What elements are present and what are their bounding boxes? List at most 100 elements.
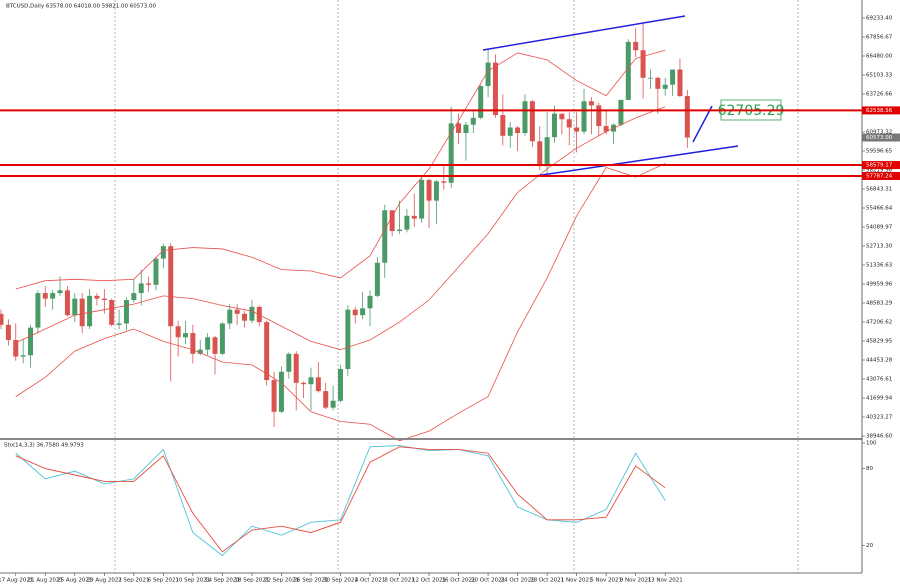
candle-body — [367, 295, 373, 309]
candle-body — [633, 41, 639, 51]
candle-body — [87, 295, 93, 327]
x-tick-label: 20 Oct 2021 — [471, 578, 505, 584]
candle-body — [456, 123, 462, 134]
trend-line — [534, 145, 739, 177]
x-tick-label: 2 Sep 2021 — [118, 578, 149, 584]
candle-body — [168, 246, 174, 327]
x-tick-label: 8 Oct 2021 — [384, 578, 415, 584]
y-tick-label: 100 — [866, 441, 877, 447]
candle-body — [249, 306, 255, 321]
x-tick-label: 26 Sep 2021 — [294, 578, 329, 584]
separators — [114, 0, 799, 573]
level-tag — [862, 161, 900, 170]
last-price-tag — [862, 133, 900, 142]
candle-body — [146, 283, 152, 285]
candle-body — [286, 353, 292, 372]
candle-body — [175, 326, 181, 338]
candle-body — [529, 101, 535, 142]
y-tick-label: 56843.31 — [866, 187, 892, 193]
indicator-title: Sto(14,3,3) 36.7580 49.9793 — [4, 443, 84, 449]
candle-body — [264, 322, 270, 381]
candle-body — [360, 308, 366, 316]
candle-body — [677, 69, 683, 97]
y-tick-label: 69233.40 — [866, 16, 893, 22]
candle-body — [131, 293, 137, 301]
y-tick-label: 63726.66 — [866, 92, 893, 98]
x-tick-label: 16 Oct 2021 — [442, 578, 476, 584]
bollinger-middle — [15, 106, 666, 351]
candle-body — [94, 295, 100, 299]
candle-body — [596, 105, 602, 127]
y-tick-label: 44453.28 — [866, 358, 893, 364]
candle-body — [13, 340, 19, 357]
y-tick-label: 67856.67 — [866, 35, 893, 41]
y-tick-label: 80 — [866, 466, 873, 472]
level-tag-label: 62538.56 — [866, 108, 893, 114]
candle-body — [574, 127, 580, 132]
candle-body — [0, 313, 4, 325]
candle-body — [618, 99, 624, 125]
trend-line — [482, 15, 686, 51]
candle-body — [301, 382, 307, 385]
y-tick-label: 41699.94 — [866, 396, 893, 402]
y-tick-label: 51336.63 — [866, 263, 893, 269]
candle-body — [485, 62, 491, 87]
candle-body — [670, 69, 676, 85]
x-tick-label: 21 Aug 2021 — [28, 578, 63, 584]
stochastic-line — [15, 446, 666, 553]
candle-body — [382, 210, 388, 263]
x-tick-label: 9 Nov 2021 — [620, 578, 652, 584]
candle-body — [109, 300, 115, 325]
candle-body — [242, 313, 248, 321]
y-tick-label: 52713.30 — [866, 244, 893, 250]
x-tick-label: 18 Sep 2021 — [234, 578, 269, 584]
candle-body — [411, 215, 417, 219]
last-price-tag-label: 60573.00 — [866, 135, 893, 141]
candle-body — [433, 181, 439, 201]
plot — [0, 22, 690, 557]
x-tick-label: 5 Nov 2021 — [590, 578, 622, 584]
candle-body — [397, 229, 403, 232]
candle-body — [153, 258, 159, 285]
candle-body — [64, 290, 70, 316]
candle-body — [515, 127, 521, 134]
candle-body — [308, 377, 314, 385]
candle-body — [684, 96, 690, 138]
x-tick-label: 22 Sep 2021 — [264, 578, 299, 584]
level-tag — [862, 106, 900, 115]
candle-body — [441, 181, 447, 183]
candle-body — [323, 391, 329, 408]
x-tick-label: 10 Sep 2021 — [175, 578, 210, 584]
candle-body — [662, 84, 668, 89]
y-tick-label: 65103.33 — [866, 73, 893, 79]
y-tick-label: 20 — [866, 543, 873, 549]
candle-body — [190, 333, 196, 354]
candle-body — [72, 298, 78, 316]
x-tick-label: 28 Oct 2021 — [530, 578, 564, 584]
y-tick-label: 60973.32 — [866, 130, 892, 136]
candle-body — [389, 210, 395, 232]
y-tick-label: 38946.60 — [866, 434, 893, 440]
y-tick-label: 40323.27 — [866, 415, 893, 421]
candle-body — [20, 355, 26, 357]
y-tick-label: 55466.64 — [866, 206, 893, 212]
candle-body — [330, 400, 336, 408]
candle-body — [315, 377, 321, 392]
x-tick-label: 13 Nov 2021 — [648, 578, 683, 584]
candle-body — [183, 333, 188, 338]
y-tick-label: 45829.95 — [866, 339, 893, 345]
candle-body — [116, 323, 122, 325]
candle-body — [640, 50, 646, 78]
candle-body — [293, 353, 299, 383]
candle-body — [352, 309, 358, 316]
level-tag-label: 58579.17 — [866, 163, 893, 169]
candle-body — [101, 298, 107, 301]
candle-body — [28, 327, 34, 356]
candle-body — [470, 117, 476, 125]
candle-body — [537, 141, 543, 167]
candle-body — [337, 369, 343, 401]
x-tick-label: 25 Aug 2021 — [57, 578, 92, 584]
candle-body — [123, 300, 129, 324]
